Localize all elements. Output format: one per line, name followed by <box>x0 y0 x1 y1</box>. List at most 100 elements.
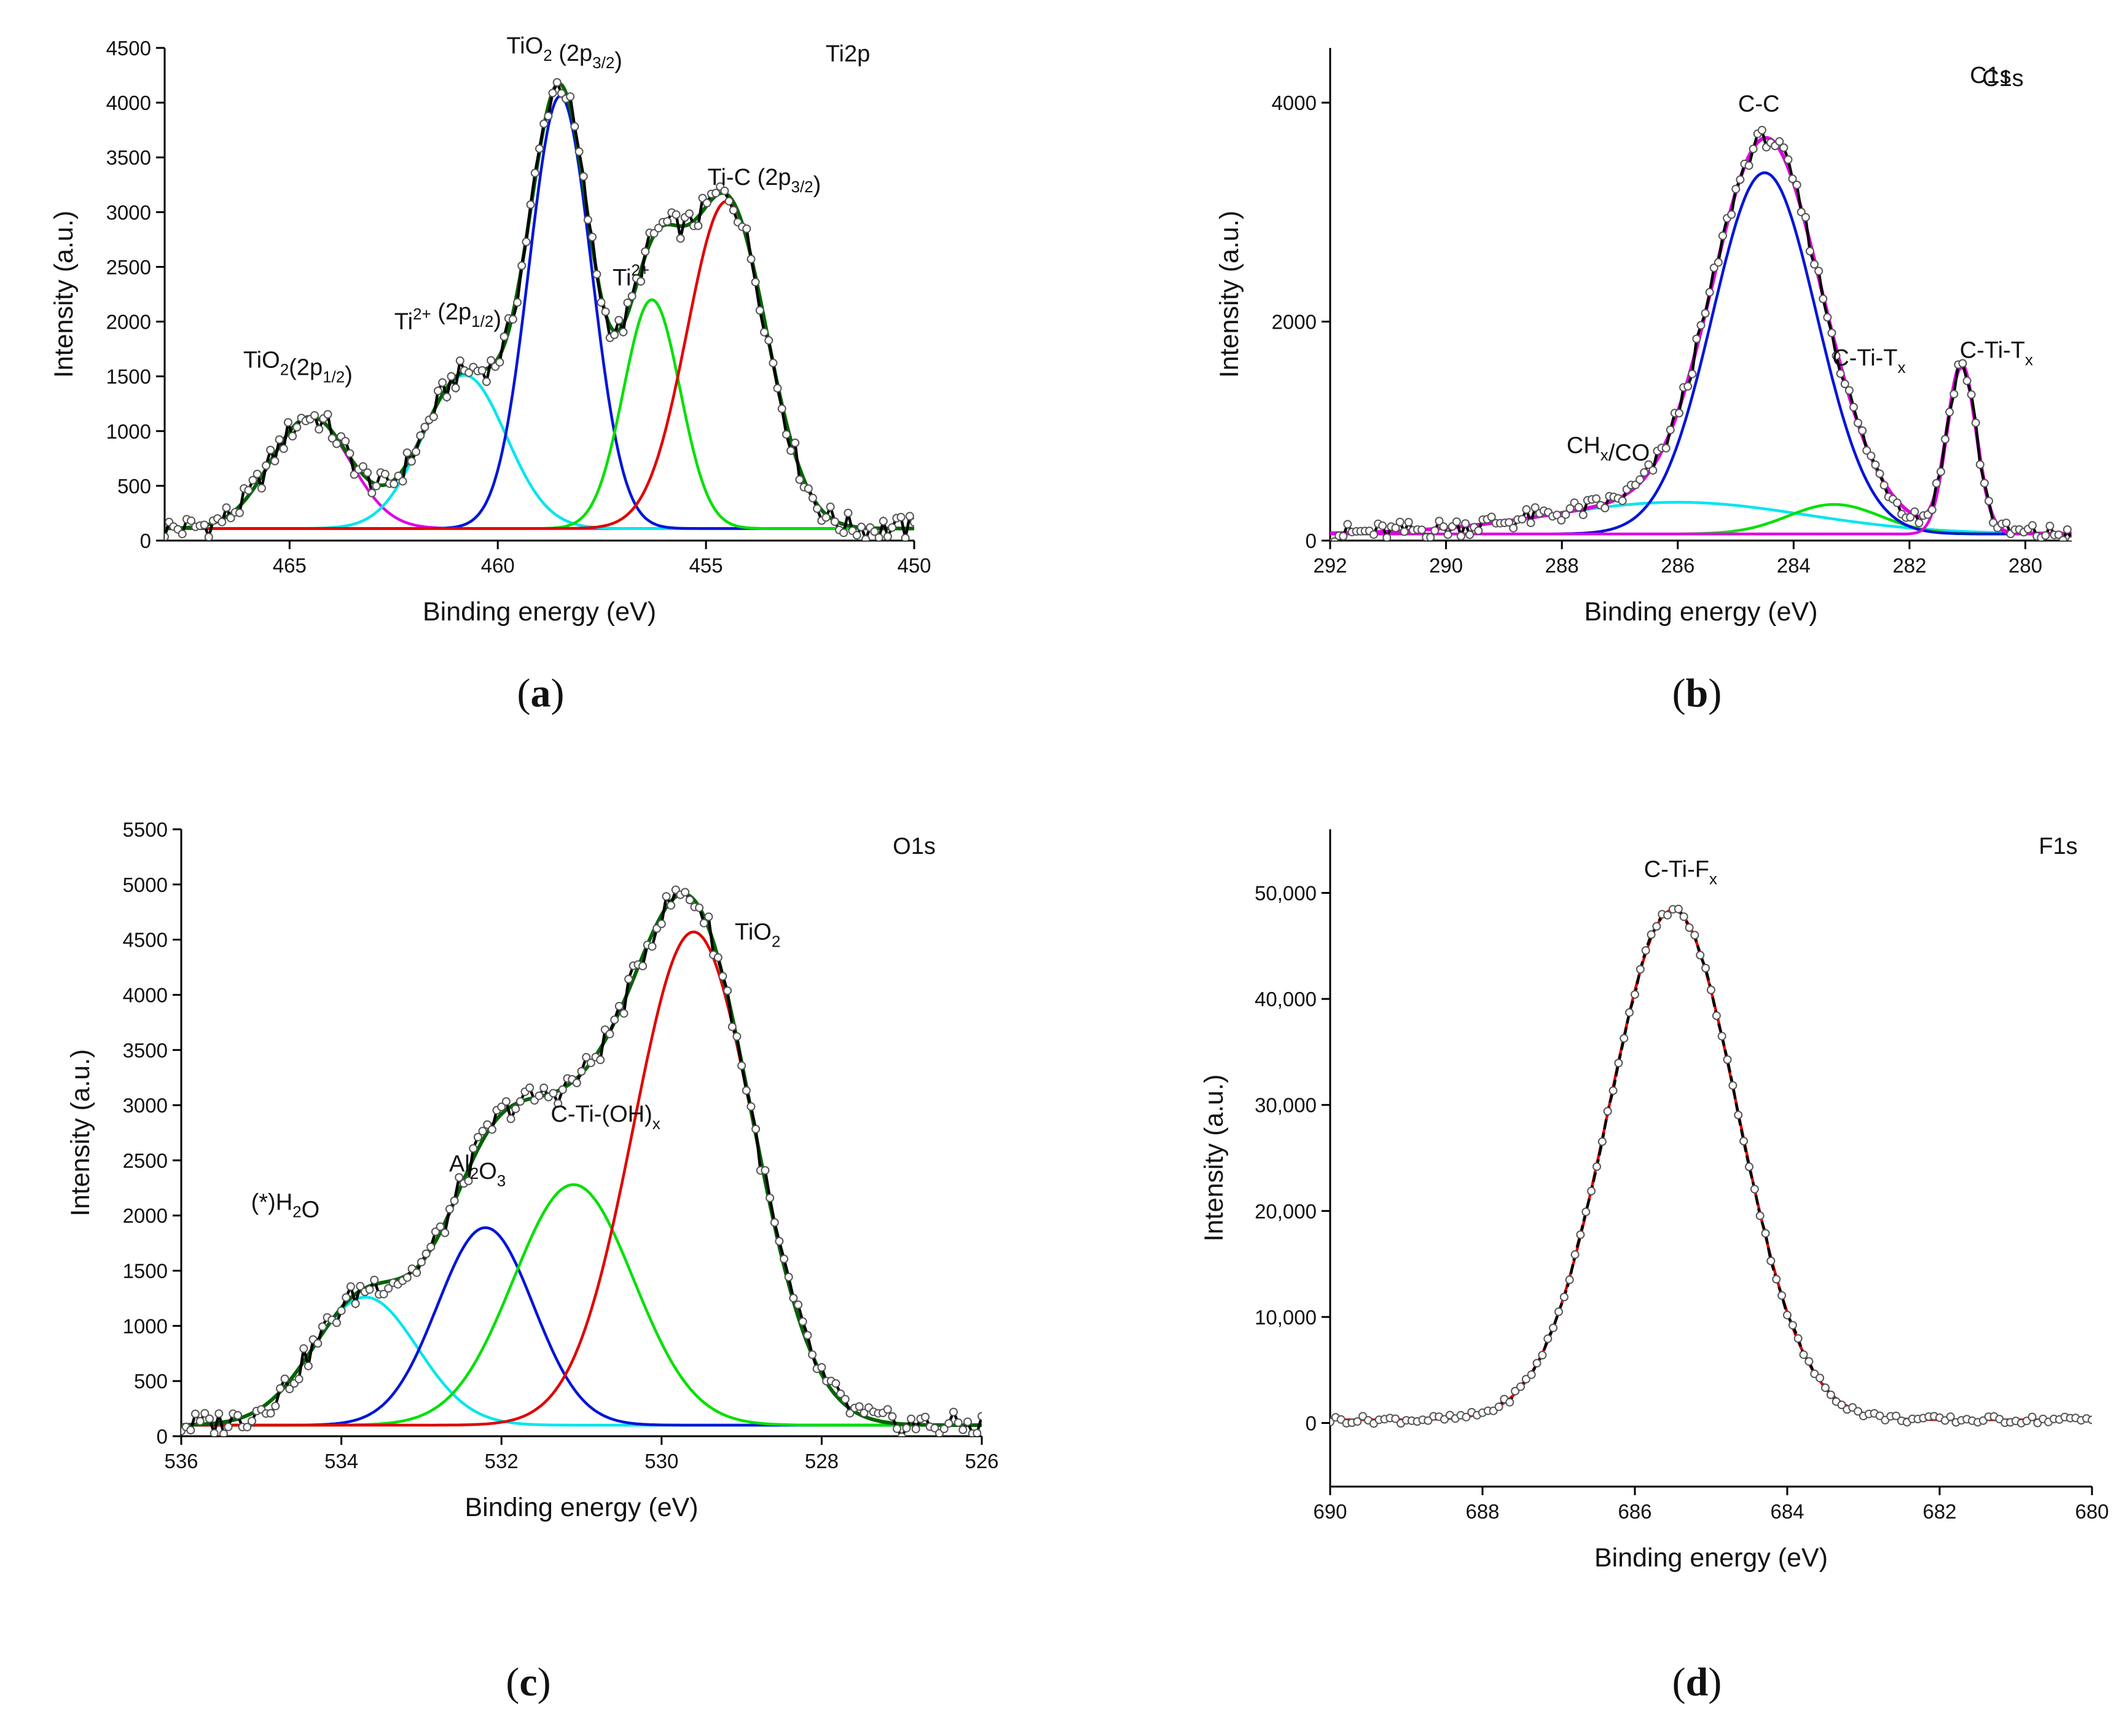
data-point <box>648 942 657 951</box>
data-point <box>433 386 442 396</box>
data-point <box>813 504 822 513</box>
y-tick-label: 1500 <box>106 366 151 388</box>
data-point <box>1793 1334 1803 1343</box>
data-point <box>1618 496 1627 506</box>
data-point <box>907 1414 915 1423</box>
data-point <box>1792 181 1801 189</box>
data-point <box>836 1389 845 1398</box>
x-tick-label: 532 <box>485 1450 519 1472</box>
annotation-part: CH <box>1567 432 1600 458</box>
data-point <box>186 1426 195 1435</box>
data-point <box>233 1411 242 1420</box>
data-point <box>720 186 729 195</box>
data-point <box>1661 444 1671 453</box>
data-point <box>784 1272 793 1281</box>
data-point <box>438 378 447 387</box>
data-point <box>473 1133 482 1142</box>
data-point <box>294 1374 304 1383</box>
annotation-part: 2 <box>543 46 552 65</box>
series-line <box>181 1226 982 1427</box>
data-point <box>412 1268 421 1277</box>
y-tick-label: 2500 <box>106 256 151 278</box>
data-point <box>1369 530 1378 539</box>
data-point <box>1505 518 1514 527</box>
data-point <box>910 518 914 527</box>
annotation-part: 3/2 <box>592 53 614 72</box>
data-point <box>436 1222 445 1231</box>
data-point <box>304 1361 313 1370</box>
annotation-part: C-C <box>1738 91 1780 117</box>
data-point <box>1744 161 1753 170</box>
data-point <box>817 1363 826 1372</box>
data-point <box>315 424 324 434</box>
data-point <box>1766 1256 1776 1265</box>
data-point <box>1784 155 1793 164</box>
data-point <box>874 533 883 541</box>
panel-title: Ti2p <box>826 41 871 67</box>
data-point <box>1565 504 1575 513</box>
panel-1: 0 500 1000 1500 2000 2500 3000 3500 4000 4500 465 4… <box>49 33 931 716</box>
data-point <box>610 330 619 339</box>
data-point <box>588 232 597 241</box>
data-point <box>1932 479 1941 488</box>
data-point <box>390 479 399 488</box>
data-point <box>596 1055 605 1065</box>
data-point <box>760 327 769 337</box>
data-point <box>1608 1086 1618 1095</box>
data-point <box>318 1322 327 1331</box>
data-point <box>808 1350 817 1359</box>
data-point <box>1709 264 1718 272</box>
data-point <box>363 468 372 477</box>
data-point <box>1962 376 1972 385</box>
annotation-part: ) <box>345 362 353 388</box>
data-point <box>1339 531 1348 541</box>
data-point <box>552 78 562 87</box>
data-point <box>1914 518 1924 528</box>
data-point <box>1937 467 1945 476</box>
x-tick-label: 292 <box>1313 554 1347 577</box>
data-point <box>1945 407 1954 416</box>
panel-letter: b <box>1686 671 1709 716</box>
data-point <box>821 513 831 522</box>
data-point <box>963 1417 972 1426</box>
data-point <box>761 1166 770 1175</box>
data-point <box>1875 1411 1884 1420</box>
data-point <box>619 1009 629 1018</box>
data-point <box>450 1196 459 1205</box>
data-point <box>1728 1081 1737 1090</box>
data-point <box>1893 498 1902 507</box>
data-point <box>469 1144 478 1153</box>
data-point <box>614 1001 624 1011</box>
data-point <box>1635 475 1645 484</box>
data-point <box>417 1257 426 1267</box>
data-point <box>243 1423 252 1432</box>
data-point <box>637 277 646 286</box>
data-point <box>973 1429 982 1436</box>
data-point <box>549 1089 558 1098</box>
data-point <box>1516 1382 1525 1391</box>
data-point <box>1980 479 1989 488</box>
annotation-part: C-Ti-T <box>1832 345 1897 371</box>
x-tick-label: 282 <box>1892 554 1926 577</box>
data-point <box>1641 946 1650 955</box>
x-tick-label: 526 <box>965 1450 998 1472</box>
data-point <box>672 210 681 219</box>
data-point <box>1587 1186 1596 1195</box>
x-axis-label: Binding energy (eV) <box>423 597 656 627</box>
y-tick-label: 4500 <box>106 37 151 60</box>
data-point <box>292 423 302 432</box>
data-point <box>506 1114 515 1124</box>
data-point <box>1581 1207 1591 1216</box>
data-point <box>780 1254 789 1264</box>
data-point <box>1984 496 1994 506</box>
data-point <box>1640 468 1649 477</box>
data-point <box>685 896 694 904</box>
data-point <box>883 532 892 541</box>
y-tick-label: 4000 <box>106 92 151 114</box>
data-point <box>1635 964 1645 974</box>
annotation-part: 2 <box>772 933 780 951</box>
data-point <box>1430 526 1440 535</box>
data-point <box>407 457 416 466</box>
data-point <box>558 1085 567 1094</box>
data-point <box>2027 1412 2037 1421</box>
